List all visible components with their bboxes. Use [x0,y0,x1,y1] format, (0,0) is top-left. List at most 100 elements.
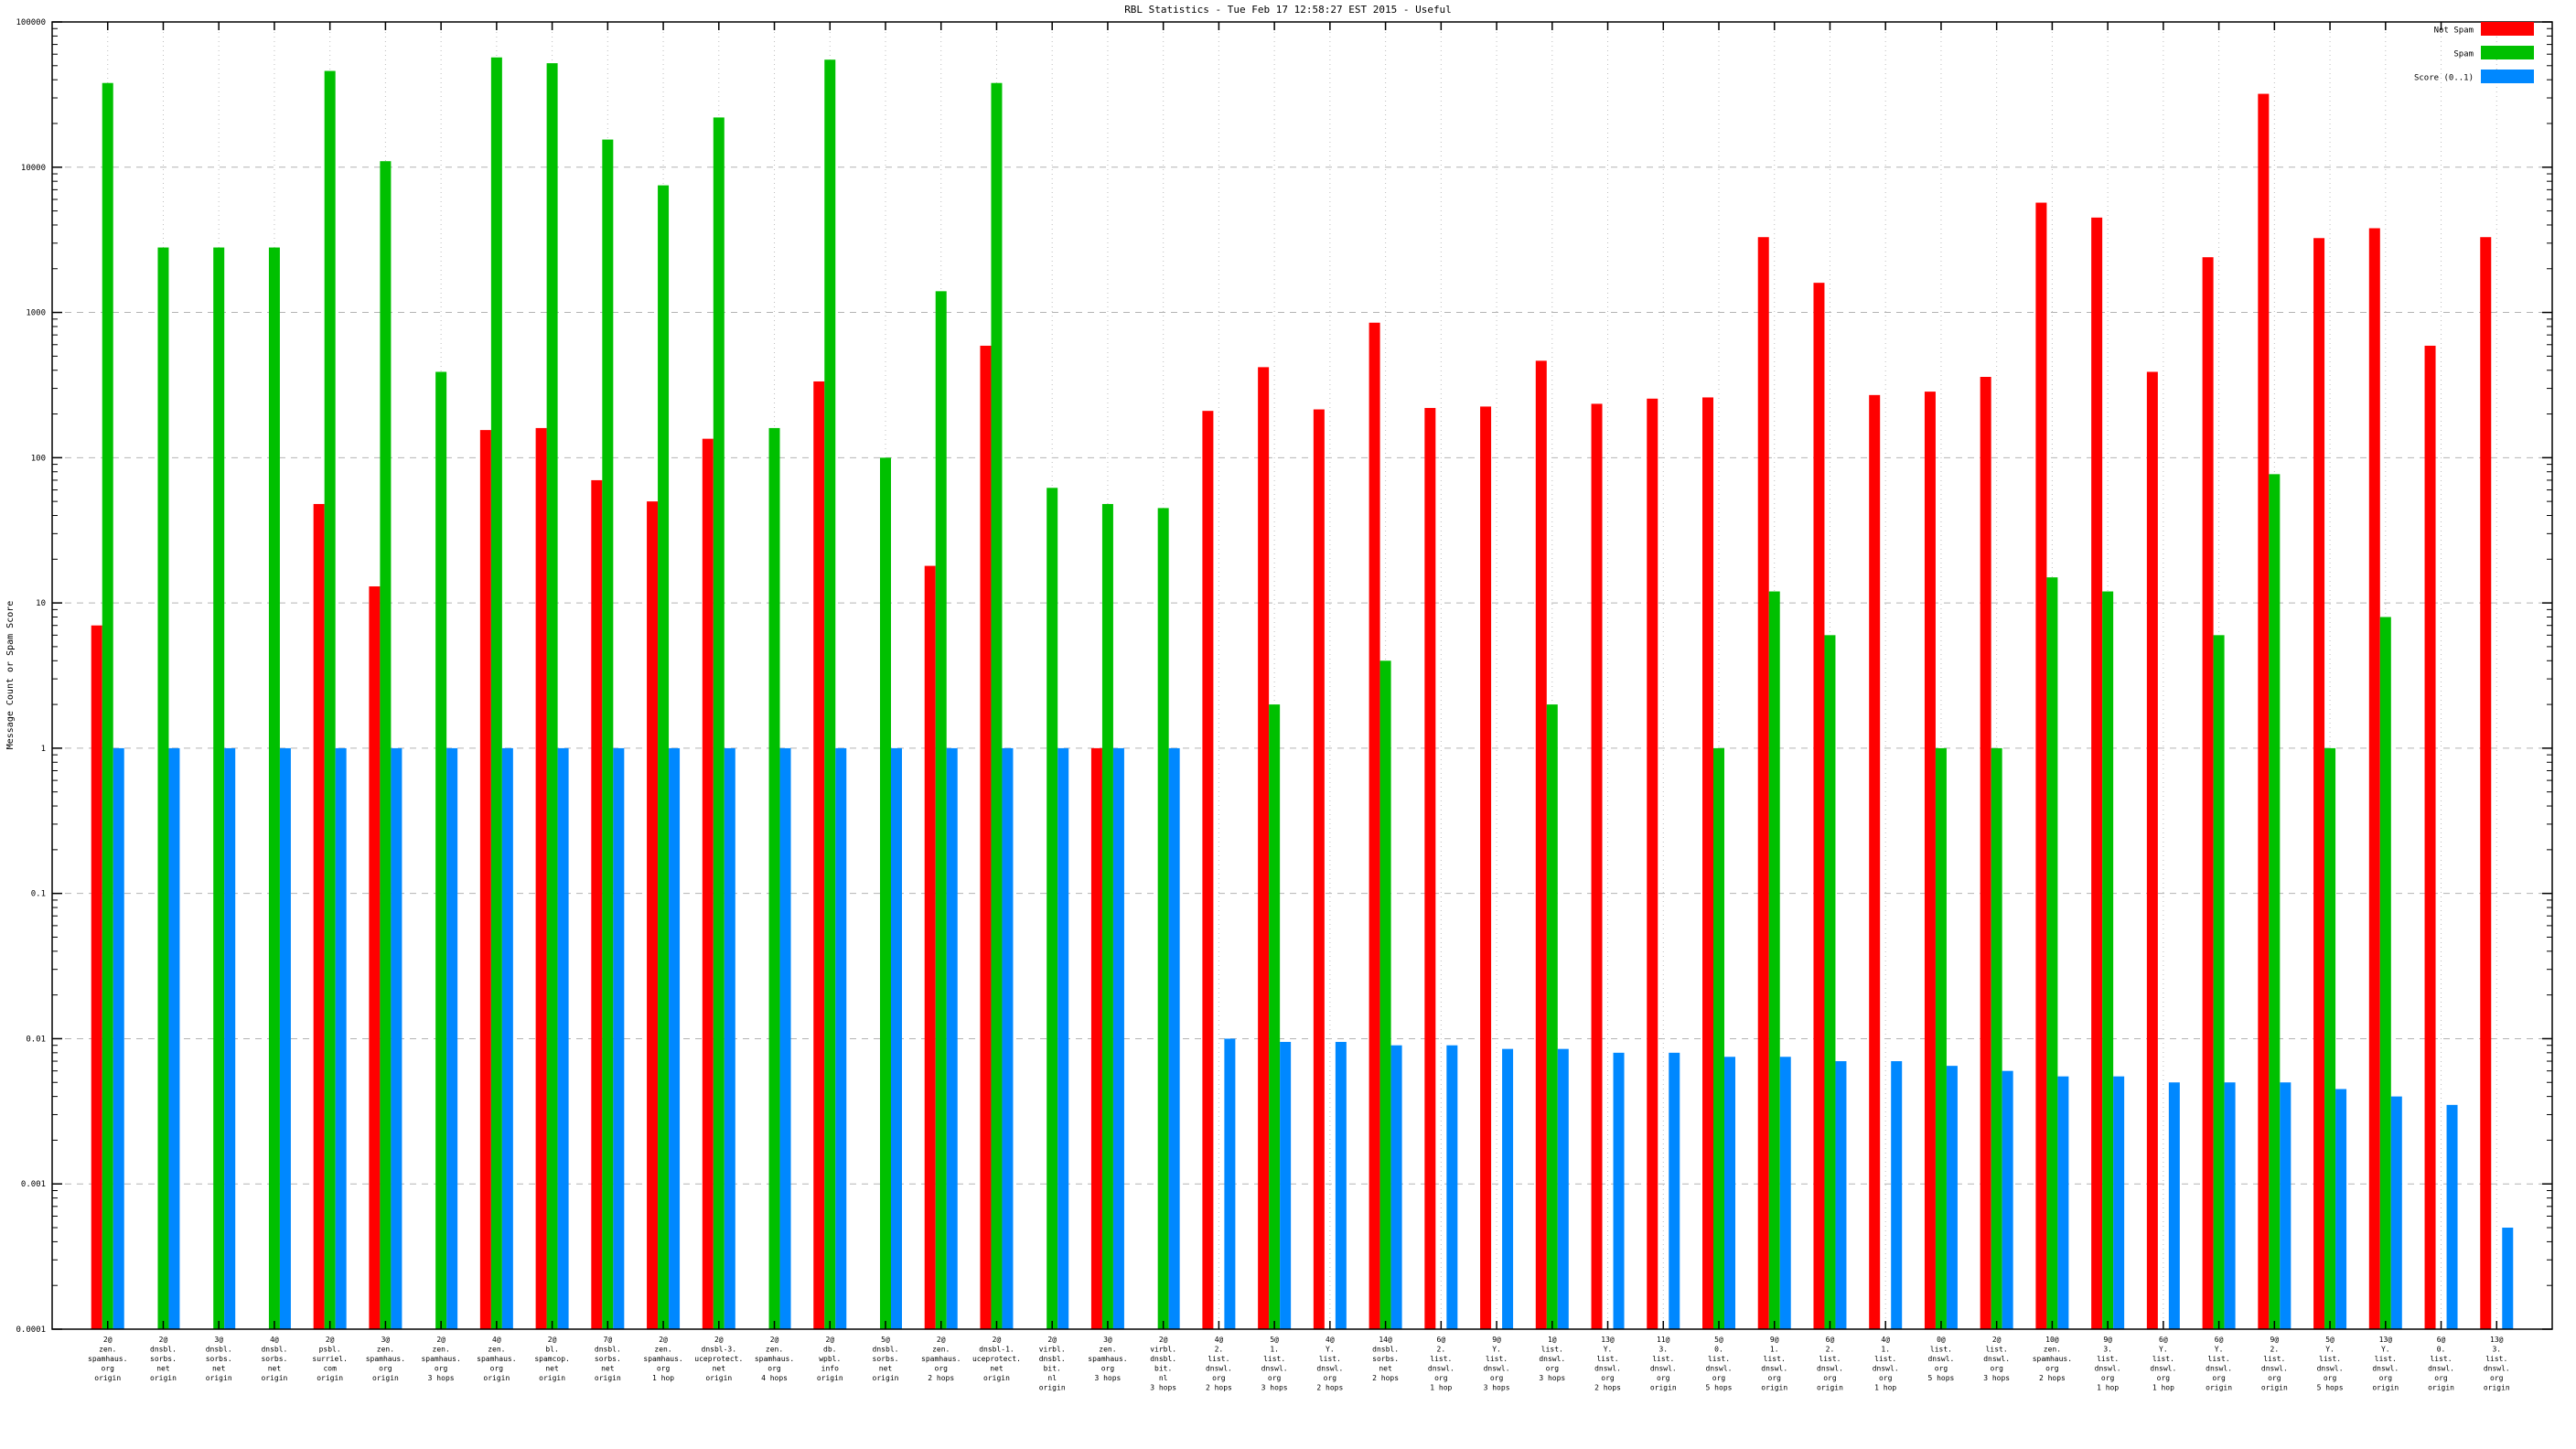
x-axis-label-line: 2@ [1159,1336,1168,1344]
x-axis-label-line: zen. [766,1346,783,1354]
x-axis-label-line: origin [595,1374,621,1382]
bar-not-spam [813,381,825,1329]
x-axis-label-line: net [545,1365,559,1373]
x-axis-label-line: 5 hops [1927,1374,1954,1382]
y-axis-tick-labels: 100000 10000 1000 100 10 1 0.1 0.01 0.001 0.0001 [16,18,46,1335]
x-axis-label-line: origin [1761,1384,1787,1392]
x-axis-label-line: dnsbl-3. [702,1346,737,1354]
x-axis-label-line: 2 hops [1372,1374,1399,1382]
x-axis-label-line: list. [2263,1355,2285,1363]
x-axis-label-line: dnswl. [2150,1365,2176,1373]
x-axis-label-line: 6@ [2159,1336,2168,1344]
bar-score [1779,1057,1791,1329]
x-axis-label-line: list. [1986,1346,2008,1354]
x-axis-label-line: 4@ [1326,1336,1335,1344]
x-axis-label-line: 11@ [1657,1336,1670,1344]
bar-score [946,747,958,1329]
bar-score [2057,1076,2069,1329]
x-axis-label-line: net [990,1365,1004,1373]
bar-not-spam [2313,238,2325,1330]
x-axis-label-line: origin [873,1374,899,1382]
x-axis-label-line: dnswl. [1706,1365,1733,1373]
x-axis-label-line: org [1879,1374,1893,1382]
x-axis-label-line: org [2212,1374,2226,1382]
x-axis-label-line: list. [2485,1355,2507,1363]
x-axis-label-line: origin [2206,1384,2232,1392]
bar-not-spam [2091,217,2103,1329]
vertical-gridlines [107,23,2497,1328]
bar-spam [824,59,836,1330]
x-axis-label-line: 10@ [2045,1336,2059,1344]
x-axis-label-line: 0. [2437,1346,2446,1354]
x-axis-label-line: list. [2375,1355,2397,1363]
x-axis-label-line: zen. [932,1346,950,1354]
x-axis-label-line: uceprotect. [972,1355,1021,1363]
bar-not-spam [702,438,714,1329]
x-axis-label-line: org [1768,1374,1782,1382]
bar-score [1502,1048,1514,1329]
bar-spam [1824,635,1836,1329]
x-axis-label-line: origin [372,1374,399,1382]
x-axis-label-line: net [212,1365,226,1373]
bar-spam [546,63,558,1329]
bar-score [2002,1070,2013,1329]
bar-not-spam [1757,237,1769,1329]
bar-not-spam [1424,407,1436,1329]
x-axis-label-line: 1 hop [1430,1384,1452,1392]
x-axis-label-line: 1. [1270,1346,1279,1354]
x-axis-label: 9@ 1.list. dnswl.org origin [1761,1336,1787,1392]
x-axis-label-line: 3 hops [1261,1384,1288,1392]
bar-spam [1269,704,1281,1329]
x-axis-label-line: 2@ [436,1336,445,1344]
x-axis-label-line: origin [2484,1384,2510,1392]
bar-spam [768,427,780,1330]
x-axis-label-line: 2 hops [1206,1384,1232,1392]
x-axis-label-line: 1 hop [1874,1384,1896,1392]
bar-spam [490,57,502,1330]
bar-score [1002,747,1014,1329]
x-axis-label-line: 13@ [2379,1336,2393,1344]
x-axis-label-line: org [2324,1374,2337,1382]
bar-not-spam [2202,257,2214,1329]
x-axis-label: 6@ 2.list. dnswl.org origin [1817,1336,1843,1392]
x-axis-label-line: 9@ [2270,1336,2280,1344]
x-axis-label-line: origin [983,1374,1010,1382]
x-axis-label-line: spamcop. [534,1355,570,1363]
x-axis-label-line: 0@ [1937,1336,1946,1344]
bar-spam [1768,591,1780,1329]
bar-not-spam [980,345,992,1329]
x-axis-label-line: list. [1430,1355,1452,1363]
y-tick-label: 100000 [16,18,46,27]
x-axis-label-line: net [879,1365,893,1373]
legend: Not Spam Spam Score (0..1) [2414,22,2534,83]
x-axis-label-line: 4@ [270,1336,279,1344]
x-axis-label: 13@ 3.list. dnswl.org origin [2484,1336,2510,1392]
bar-spam [1101,503,1113,1329]
x-axis-label-line: org [1268,1374,1282,1382]
x-axis-label: 2@ virbl.dnsbl. bit.nl 3 hops [1150,1336,1176,1392]
bar-score [2113,1076,2125,1329]
x-axis-label-line: dnsbl-1. [979,1346,1014,1354]
x-axis-label-line: list. [1652,1355,1674,1363]
x-axis-label-line: 2@ [659,1336,668,1344]
x-axis-label-line: 3. [1658,1346,1668,1354]
x-axis-label: 2@ virbl.dnsbl. bit.nl origin [1039,1336,1066,1392]
bar-spam [157,247,169,1330]
x-axis-label-line: 6@ [1826,1336,1835,1344]
bar-spam [991,82,1003,1329]
x-axis-label: 6@ Y.list. dnswl.org 1 hop [2150,1336,2176,1392]
x-axis-label-line: list. [1541,1346,1563,1354]
x-axis-label-line: info [821,1365,839,1373]
x-axis-label-line: dnswl. [1650,1365,1677,1373]
bar-spam [1935,747,1947,1329]
x-axis-label-line: 2@ [1992,1336,2002,1344]
x-axis-label-line: org [1212,1374,1226,1382]
x-axis-label-line: zen. [433,1346,450,1354]
bar-spam [658,185,670,1330]
x-axis-label-line: origin [2372,1384,2399,1392]
x-axis-label-line: list. [2319,1355,2341,1363]
